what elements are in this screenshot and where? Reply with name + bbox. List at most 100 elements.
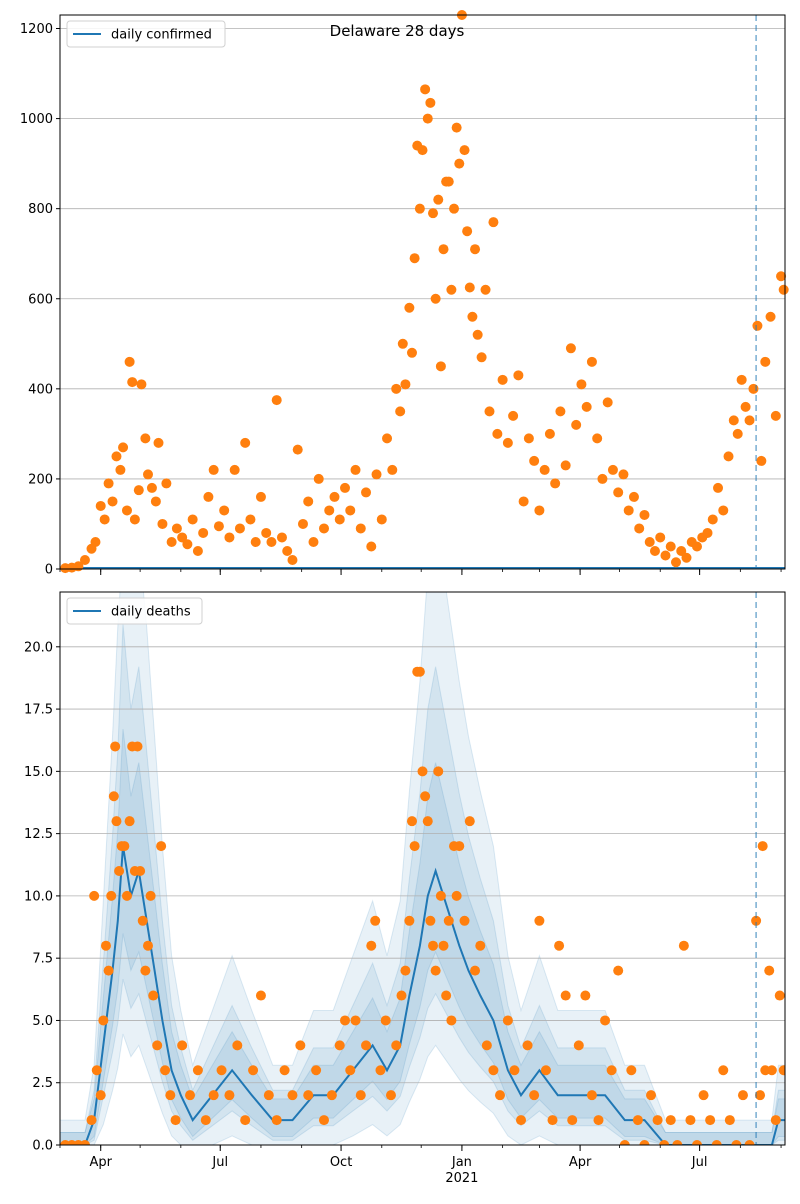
confirmed-point xyxy=(665,541,676,552)
deaths-point xyxy=(200,1115,211,1126)
confirmed-point xyxy=(292,444,303,455)
deaths-point xyxy=(170,1115,181,1126)
deaths-point xyxy=(295,1040,306,1051)
confirmed-point xyxy=(171,523,182,534)
deaths-legend-label: daily deaths xyxy=(111,605,191,620)
confirmed-point xyxy=(371,469,382,480)
deaths-y-tick-label: 15.0 xyxy=(24,765,53,780)
confirmed-point xyxy=(198,527,209,538)
deaths-point xyxy=(114,865,125,876)
deaths-point xyxy=(751,915,762,926)
confirmed-y-tick-label: 600 xyxy=(28,292,53,307)
confirmed-point xyxy=(736,374,747,385)
deaths-panel: 0.0 2.5 5.0 7.5 10.0 12.5 15.0 17.5 20.0 Apr Jul O… xyxy=(24,591,786,1186)
confirmed-point xyxy=(644,536,655,547)
confirmed-point xyxy=(628,491,639,502)
confirmed-point xyxy=(150,496,161,507)
confirmed-point xyxy=(523,433,534,444)
deaths-point xyxy=(547,1115,558,1126)
confirmed-point xyxy=(748,383,759,394)
deaths-point xyxy=(711,1140,722,1145)
deaths-legend: daily deaths xyxy=(66,597,203,625)
deaths-point xyxy=(95,1090,106,1101)
confirmed-point xyxy=(245,514,256,525)
confirmed-point xyxy=(513,370,524,381)
deaths-point xyxy=(375,1065,386,1076)
deaths-point xyxy=(451,890,462,901)
confirmed-point xyxy=(550,478,561,489)
deaths-point xyxy=(494,1090,505,1101)
confirmed-point xyxy=(107,496,118,507)
confirmed-point xyxy=(718,505,729,516)
confirmed-point xyxy=(391,383,402,394)
deaths-point xyxy=(698,1090,709,1101)
confirmed-point xyxy=(282,545,293,556)
deaths-point xyxy=(240,1115,251,1126)
confirmed-y-tick-label: 800 xyxy=(28,202,53,217)
deaths-y-tick-label: 7.5 xyxy=(32,952,53,967)
confirmed-point xyxy=(454,158,465,169)
confirmed-point xyxy=(618,469,629,480)
confirmed-point xyxy=(404,302,415,313)
deaths-point xyxy=(443,915,454,926)
deaths-point xyxy=(619,1140,630,1145)
confirmed-point xyxy=(121,505,132,516)
deaths-point xyxy=(470,965,481,976)
deaths-y-tick-label: 12.5 xyxy=(24,827,53,842)
deaths-x-tick-label: Jul xyxy=(691,1155,708,1170)
deaths-x-tick-label: Jan xyxy=(451,1155,472,1170)
confirmed-point xyxy=(345,505,356,516)
confirmed-point xyxy=(707,514,718,525)
deaths-point xyxy=(380,1015,391,1026)
deaths-point xyxy=(737,1090,748,1101)
deaths-point xyxy=(137,915,148,926)
confirmed-point xyxy=(484,406,495,417)
deaths-point xyxy=(755,1090,766,1101)
deaths-point xyxy=(132,741,143,752)
confirmed-point xyxy=(250,536,261,547)
deaths-x-tick-label: Jul xyxy=(211,1155,228,1170)
deaths-point xyxy=(406,816,417,827)
confirmed-point xyxy=(355,523,366,534)
deaths-point xyxy=(652,1115,663,1126)
confirmed-y-tick-label: 0 xyxy=(45,563,53,578)
deaths-point xyxy=(311,1065,322,1076)
confirmed-point xyxy=(161,478,172,489)
deaths-point xyxy=(778,1065,785,1076)
deaths-y-tick-label: 17.5 xyxy=(24,703,53,718)
confirmed-point xyxy=(449,203,460,214)
confirmed-series xyxy=(60,10,789,574)
confirmed-point xyxy=(177,532,188,543)
confirmed-point xyxy=(115,464,126,475)
confirmed-point xyxy=(470,244,481,255)
confirmed-point xyxy=(308,536,319,547)
confirmed-point xyxy=(387,464,398,475)
deaths-point xyxy=(350,1015,361,1026)
confirmed-point xyxy=(581,401,592,412)
confirmed-point xyxy=(467,311,478,322)
confirmed-point xyxy=(382,433,393,444)
deaths-point xyxy=(560,990,571,1001)
confirmed-point xyxy=(508,410,519,421)
confirmed-point xyxy=(340,482,351,493)
deaths-point xyxy=(580,990,591,1001)
confirmed-point xyxy=(366,541,377,552)
confirmed-point xyxy=(229,464,240,475)
confirmed-plot-area xyxy=(60,15,785,569)
confirmed-y-tick-label: 1000 xyxy=(20,112,53,127)
deaths-point xyxy=(385,1090,396,1101)
deaths-point xyxy=(414,666,425,677)
deaths-y-tick-label: 2.5 xyxy=(32,1076,53,1091)
confirmed-point xyxy=(287,554,298,565)
confirmed-point xyxy=(187,514,198,525)
confirmed-point xyxy=(400,379,411,390)
confirmed-point xyxy=(497,374,508,385)
confirmed-point xyxy=(534,505,545,516)
confirmed-plot-frame xyxy=(59,14,786,570)
confirmed-point xyxy=(420,84,431,95)
deaths-point xyxy=(632,1115,643,1126)
deaths-point xyxy=(103,965,114,976)
deaths-x-tick-label: Apr xyxy=(569,1155,592,1170)
confirmed-point xyxy=(111,451,122,462)
confirmed-point xyxy=(472,329,483,340)
